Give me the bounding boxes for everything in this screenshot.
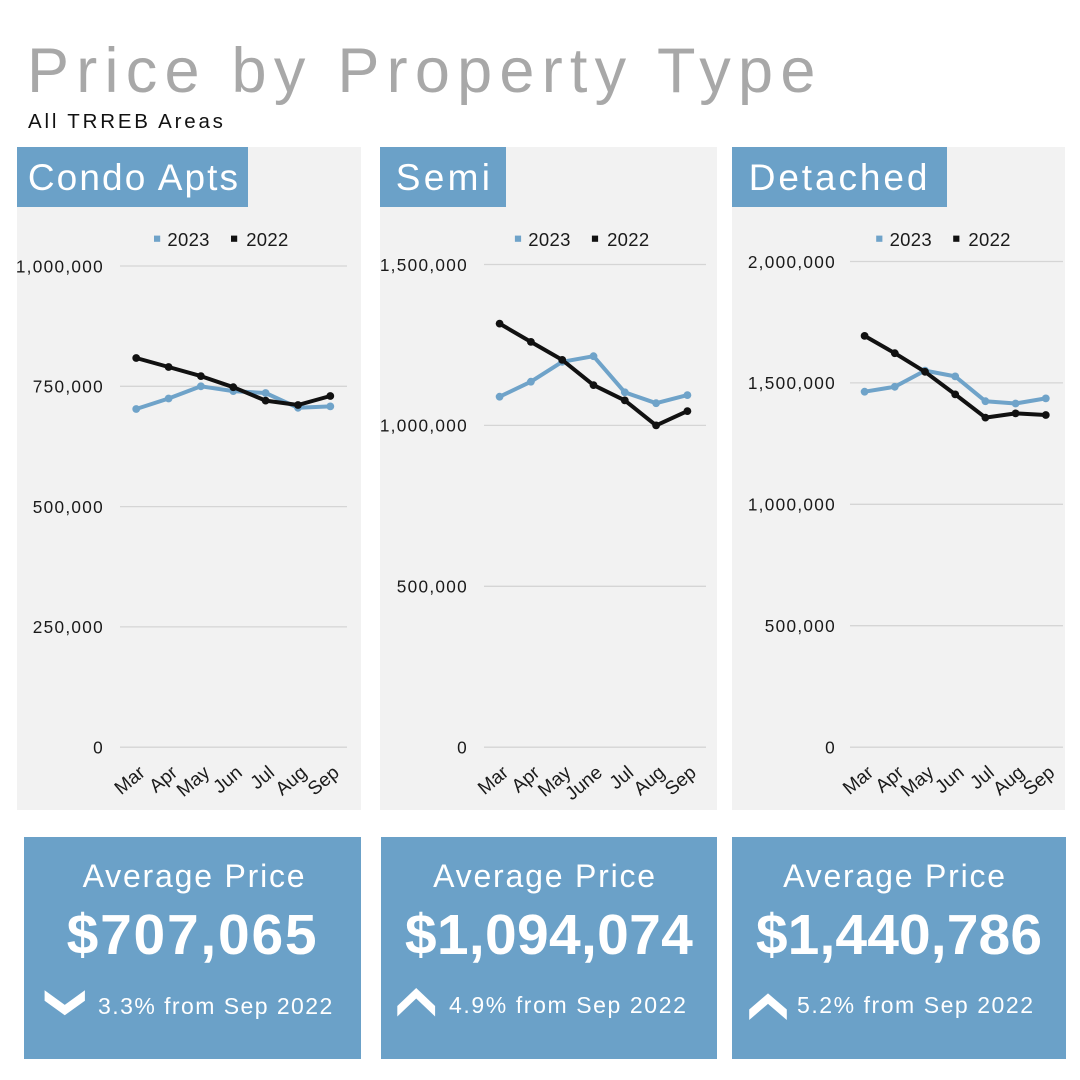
svg-text:500,000: 500,000 (397, 577, 468, 597)
svg-text:2,000,000: 2,000,000 (748, 252, 836, 272)
svg-text:500,000: 500,000 (765, 616, 836, 636)
svg-text:1,000,000: 1,000,000 (380, 416, 468, 436)
svg-text:Sep: Sep (661, 762, 700, 800)
svg-text:2022: 2022 (246, 229, 288, 250)
svg-text:0: 0 (825, 738, 836, 758)
svg-text:0: 0 (457, 738, 468, 758)
svg-text:Sep: Sep (1020, 762, 1059, 800)
svg-text:0: 0 (93, 738, 104, 758)
svg-text:Aug: Aug (272, 762, 311, 800)
svg-text:1,500,000: 1,500,000 (748, 373, 836, 393)
svg-text:Apr: Apr (146, 762, 183, 798)
svg-text:1,000,000: 1,000,000 (748, 495, 836, 515)
svg-text:2023: 2023 (890, 229, 932, 250)
svg-text:2022: 2022 (607, 229, 649, 250)
svg-text:Jun: Jun (931, 762, 968, 798)
svg-text:1,500,000: 1,500,000 (380, 255, 468, 275)
svg-text:Sep: Sep (304, 762, 343, 800)
svg-text:May: May (173, 762, 214, 801)
svg-text:750,000: 750,000 (33, 377, 104, 397)
svg-text:Jul: Jul (247, 762, 279, 794)
svg-text:2023: 2023 (528, 229, 570, 250)
svg-text:June: June (562, 762, 607, 805)
svg-text:1,000,000: 1,000,000 (17, 256, 104, 276)
svg-text:2023: 2023 (167, 229, 209, 250)
svg-text:250,000: 250,000 (33, 617, 104, 637)
svg-text:2022: 2022 (968, 229, 1010, 250)
svg-text:Jun: Jun (210, 762, 247, 798)
svg-text:Mar: Mar (111, 762, 150, 800)
svg-text:500,000: 500,000 (33, 497, 104, 517)
